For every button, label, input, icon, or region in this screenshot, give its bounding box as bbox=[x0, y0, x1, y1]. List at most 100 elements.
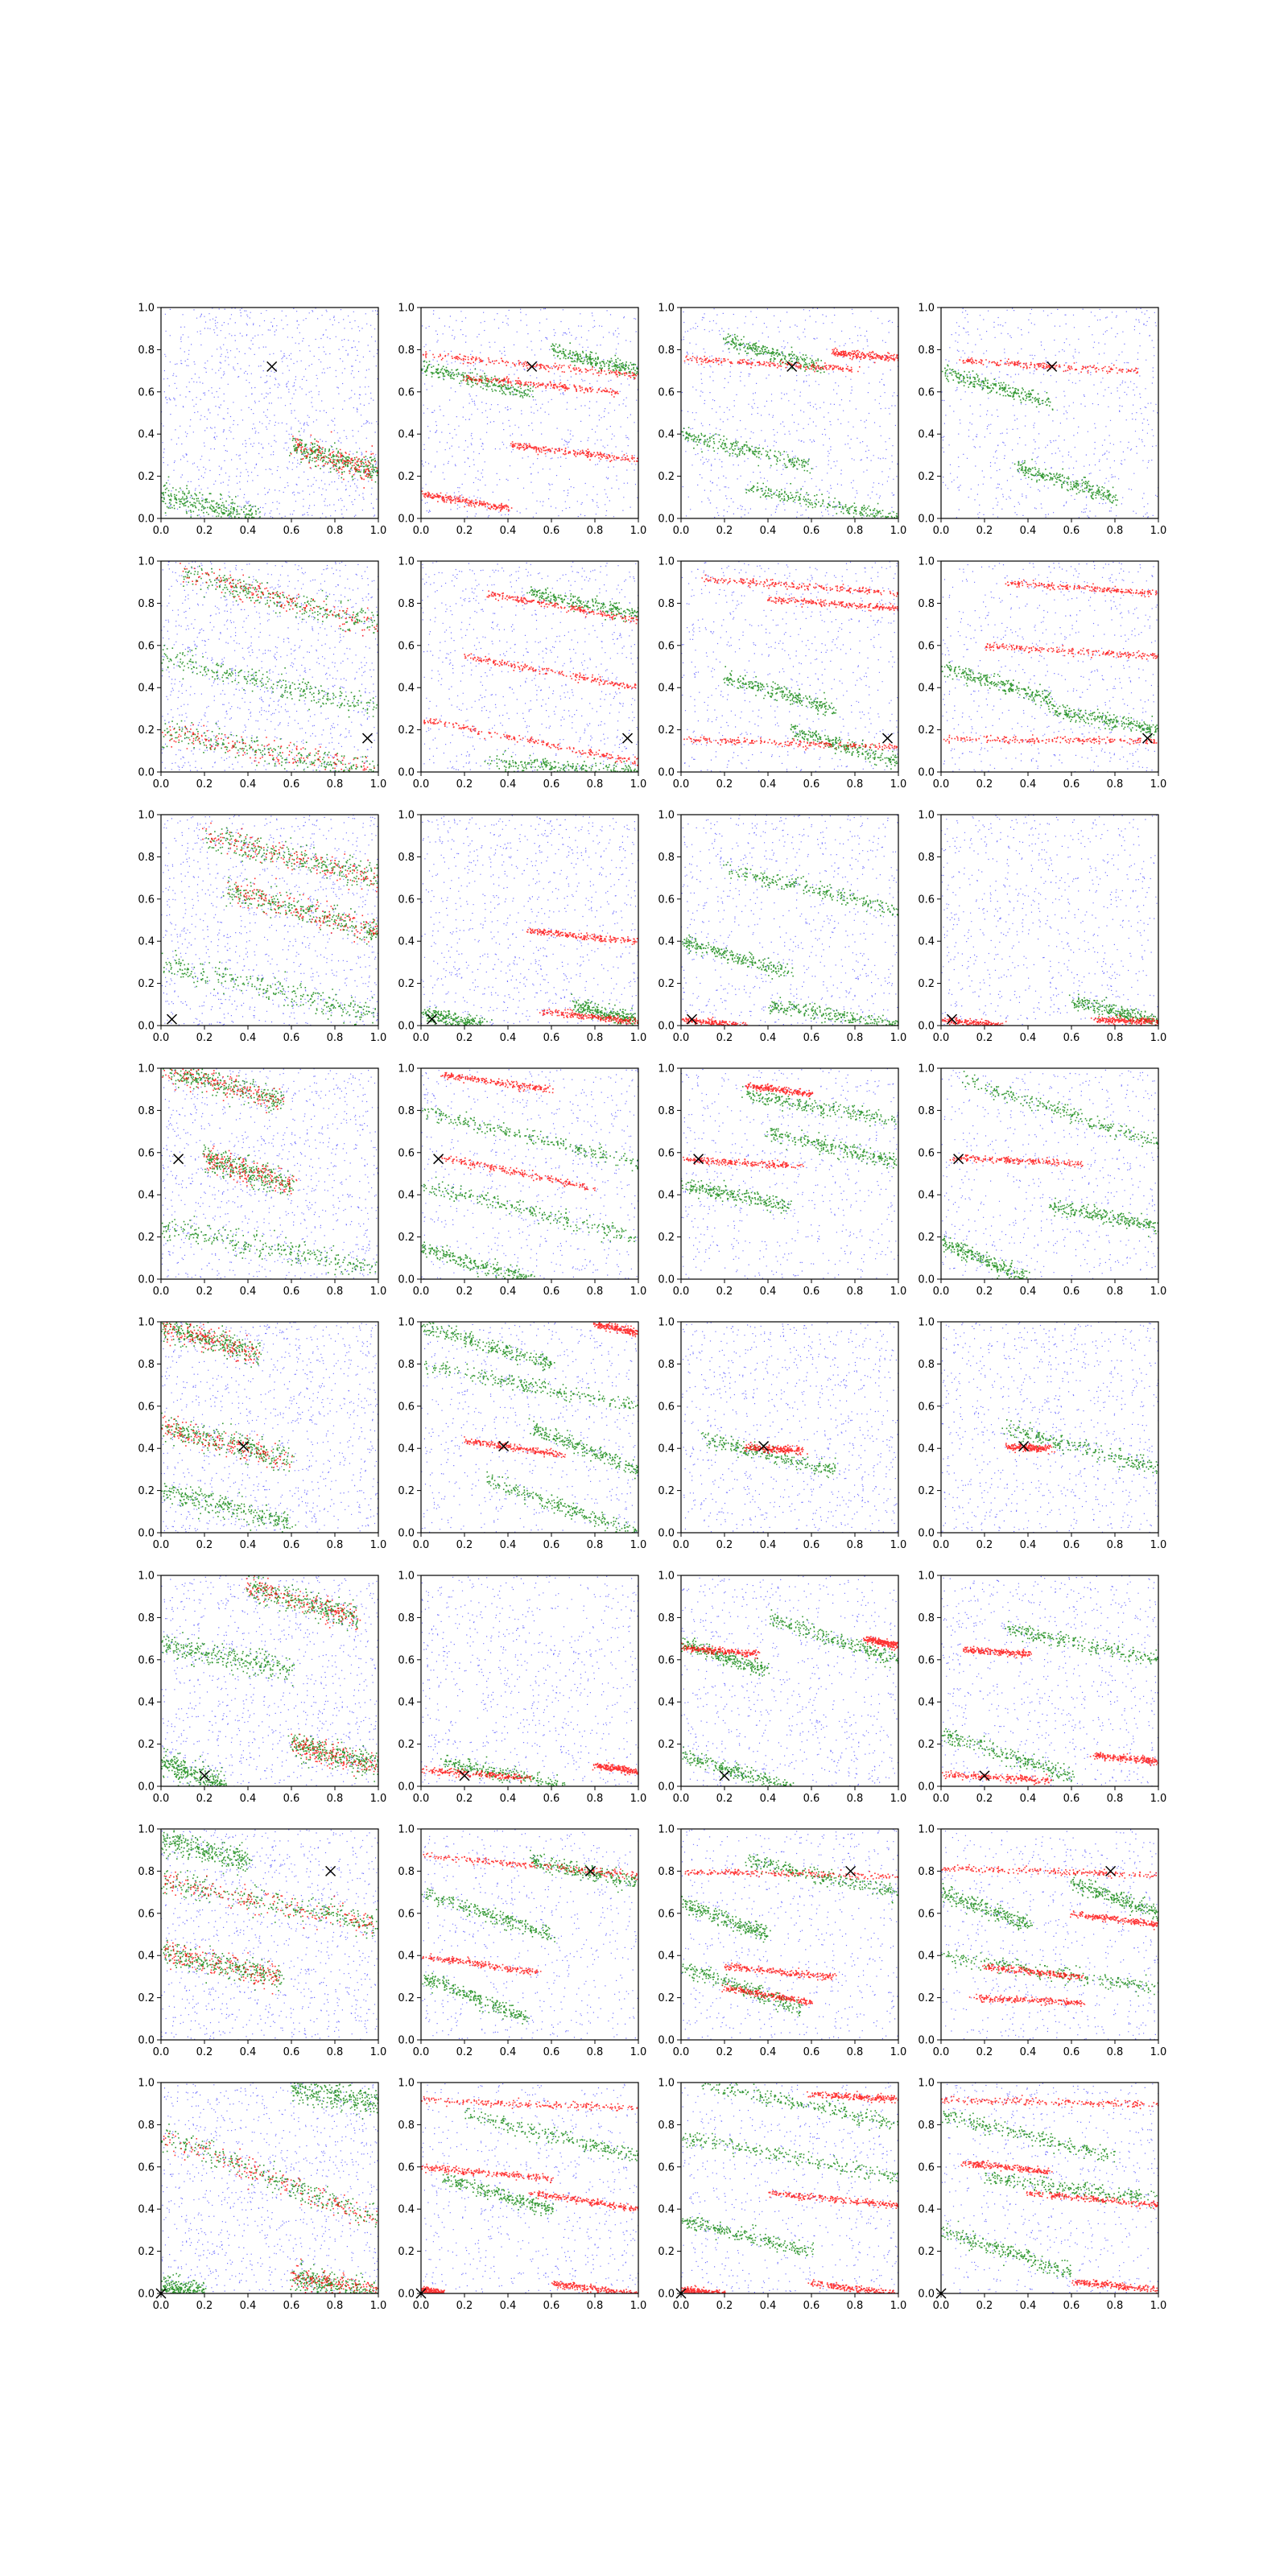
query-point-marker bbox=[686, 1013, 698, 1025]
green-cluster bbox=[161, 950, 377, 1026]
y-tick-label: 0.2 bbox=[138, 978, 155, 990]
x-tick-label: 0.0 bbox=[413, 2046, 430, 2058]
axes-frame bbox=[680, 1067, 899, 1280]
axes-frame bbox=[160, 814, 379, 1026]
y-tick-label: 0.2 bbox=[138, 471, 155, 483]
axes-frame bbox=[420, 814, 639, 1026]
green-cluster bbox=[941, 1728, 1075, 1782]
query-point-marker bbox=[693, 1154, 704, 1165]
red-cluster bbox=[683, 1156, 804, 1169]
x-tick-label: 1.0 bbox=[370, 1793, 387, 1805]
y-tick-label: 1.0 bbox=[918, 1063, 935, 1075]
y-tick-label: 0.0 bbox=[398, 1274, 415, 1286]
scatter-panel-r7-c3: 0.0 0.2 0.4 0.6 0.8 1.0 0.0 0.2 0.4 0.6 0.8 1.0 bbox=[918, 2078, 1166, 2313]
red-cluster bbox=[941, 1864, 1157, 1879]
green-cluster bbox=[984, 2171, 1158, 2209]
y-tick-label: 0.2 bbox=[398, 978, 415, 990]
y-tick-label: 0.6 bbox=[138, 1147, 155, 1159]
green-cluster bbox=[1013, 458, 1118, 506]
y-tick-label: 0.4 bbox=[918, 1190, 935, 1202]
x-tick-label: 0.8 bbox=[587, 2300, 604, 2312]
x-tick-label: 0.6 bbox=[1063, 1286, 1080, 1298]
green-cluster bbox=[700, 1432, 836, 1479]
green-cluster bbox=[202, 1144, 295, 1195]
y-tick-label: 0.2 bbox=[918, 2246, 935, 2258]
y-tick-label: 1.0 bbox=[918, 1571, 935, 1583]
green-cluster bbox=[161, 1870, 378, 1939]
y-tick-label: 0.8 bbox=[658, 852, 675, 864]
scatter-panel-r2-c3: 0.0 0.2 0.4 0.6 0.8 1.0 0.0 0.2 0.4 0.6 0.8 1.0 bbox=[918, 810, 1166, 1045]
axes-frame bbox=[420, 1321, 639, 1534]
scatter-panel-r7-c0: 0.0 0.2 0.4 0.6 0.8 1.0 0.0 0.2 0.4 0.6 0.8 1.0 bbox=[138, 2078, 386, 2313]
y-tick-label: 0.4 bbox=[918, 936, 935, 948]
x-tick-label: 0.4 bbox=[240, 1286, 257, 1298]
green-cluster bbox=[161, 645, 378, 718]
y-tick-label: 1.0 bbox=[138, 1063, 155, 1075]
x-tick-label: 0.8 bbox=[587, 1539, 604, 1551]
x-tick-label: 1.0 bbox=[890, 525, 907, 537]
x-tick-label: 0.4 bbox=[240, 1032, 257, 1044]
red-cluster bbox=[510, 441, 638, 463]
y-tick-label: 0.2 bbox=[658, 1485, 675, 1497]
y-tick-label: 0.6 bbox=[918, 1147, 935, 1159]
x-tick-label: 0.4 bbox=[760, 525, 777, 537]
red-cluster bbox=[745, 1082, 814, 1097]
y-tick-label: 0.2 bbox=[658, 1992, 675, 2004]
green-cluster bbox=[422, 1108, 638, 1172]
red-cluster bbox=[180, 563, 378, 637]
y-tick-label: 0.0 bbox=[138, 767, 155, 779]
x-tick-label: 0.2 bbox=[716, 778, 733, 791]
blue-noise-points bbox=[681, 1068, 898, 1279]
x-tick-label: 0.4 bbox=[760, 2046, 777, 2058]
y-tick-label: 0.4 bbox=[398, 683, 415, 695]
x-tick-label: 0.4 bbox=[1020, 778, 1037, 791]
x-tick-label: 0.0 bbox=[413, 525, 430, 537]
scatter-panel-r5-c3: 0.0 0.2 0.4 0.6 0.8 1.0 0.0 0.2 0.4 0.6 0.8 1.0 bbox=[918, 1571, 1166, 1806]
x-tick-label: 0.4 bbox=[1020, 1286, 1037, 1298]
blue-noise-points bbox=[421, 815, 638, 1026]
y-tick-label: 1.0 bbox=[918, 1824, 935, 1836]
red-cluster bbox=[203, 1146, 298, 1195]
x-tick-label: 0.8 bbox=[847, 2046, 864, 2058]
x-tick-label: 0.6 bbox=[803, 1032, 820, 1044]
y-tick-label: 0.4 bbox=[658, 683, 675, 695]
x-tick-label: 0.6 bbox=[543, 1032, 560, 1044]
y-tick-label: 0.4 bbox=[658, 1190, 675, 1202]
blue-noise-points bbox=[421, 1069, 638, 1279]
red-cluster bbox=[464, 653, 637, 690]
y-tick-label: 0.0 bbox=[918, 1021, 935, 1033]
query-point-marker bbox=[979, 1770, 990, 1781]
x-tick-label: 0.8 bbox=[327, 525, 344, 537]
x-tick-label: 0.2 bbox=[196, 778, 213, 791]
y-tick-label: 0.4 bbox=[398, 1951, 415, 1963]
x-tick-label: 1.0 bbox=[1150, 1032, 1167, 1044]
y-tick-label: 0.0 bbox=[918, 1781, 935, 1794]
red-cluster bbox=[440, 1155, 596, 1191]
y-tick-label: 0.8 bbox=[918, 345, 935, 357]
red-cluster bbox=[768, 2190, 898, 2209]
x-tick-label: 1.0 bbox=[630, 1032, 647, 1044]
y-tick-label: 0.6 bbox=[658, 1401, 675, 1413]
green-cluster bbox=[682, 934, 794, 980]
y-tick-label: 0.8 bbox=[398, 852, 415, 864]
query-point-marker bbox=[199, 1770, 210, 1781]
scatter-panel-r0-c2: 0.0 0.2 0.4 0.6 0.8 1.0 0.0 0.2 0.4 0.6 0.8 1.0 bbox=[658, 303, 906, 538]
scatter-panel-r6-c1: 0.0 0.2 0.4 0.6 0.8 1.0 0.0 0.2 0.4 0.6 0.8 1.0 bbox=[398, 1824, 646, 2059]
y-tick-label: 0.6 bbox=[138, 1654, 155, 1666]
axes-frame bbox=[420, 1828, 639, 2041]
y-tick-label: 0.6 bbox=[398, 2161, 415, 2174]
x-tick-label: 0.0 bbox=[673, 2046, 690, 2058]
y-tick-label: 0.6 bbox=[138, 2161, 155, 2174]
green-cluster bbox=[421, 360, 535, 398]
x-tick-label: 1.0 bbox=[1150, 1793, 1167, 1805]
x-tick-label: 0.0 bbox=[933, 1793, 950, 1805]
x-tick-label: 0.4 bbox=[760, 1539, 777, 1551]
green-cluster bbox=[421, 1322, 555, 1372]
red-cluster bbox=[963, 1645, 1032, 1659]
y-tick-label: 0.0 bbox=[918, 2289, 935, 2301]
x-tick-label: 0.8 bbox=[1107, 525, 1124, 537]
y-tick-label: 0.4 bbox=[138, 936, 155, 948]
x-tick-label: 0.4 bbox=[760, 778, 777, 791]
blue-noise-points bbox=[681, 1829, 898, 2040]
y-tick-label: 0.8 bbox=[918, 852, 935, 864]
